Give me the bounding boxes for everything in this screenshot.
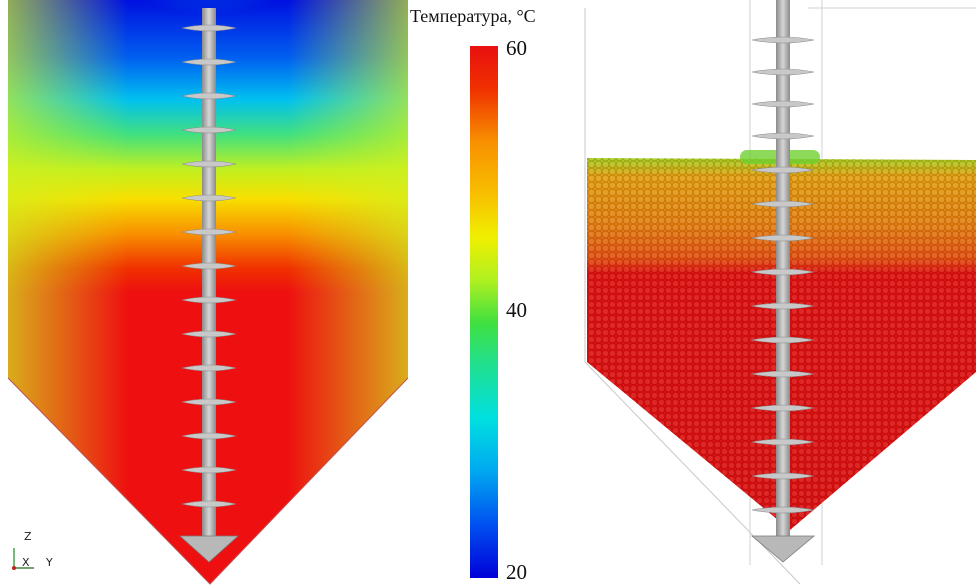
axis-z-label: Z <box>24 530 32 543</box>
axis-x-label: X <box>22 556 30 569</box>
legend-tick-20: 20 <box>506 560 527 584</box>
screw-conveyor-right <box>750 0 816 563</box>
continuum-temperature-panel <box>7 0 409 585</box>
axis-triad <box>12 548 34 570</box>
particle-temperature-panel <box>584 0 976 585</box>
hopper-outline <box>7 377 409 585</box>
vessel-outline-left <box>584 8 801 585</box>
legend-tick-40: 40 <box>506 298 527 322</box>
screw-conveyor-left <box>178 8 240 563</box>
legend-tick-60: 60 <box>506 36 527 60</box>
legend-title: Температура, °С <box>410 6 536 26</box>
temperature-color-bar <box>470 46 498 578</box>
axis-y-label: Y <box>46 556 53 569</box>
